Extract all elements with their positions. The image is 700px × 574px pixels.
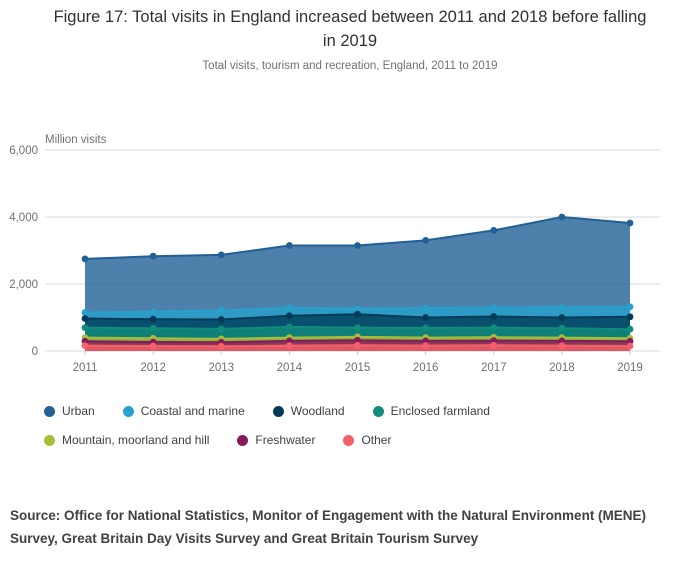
point-coastal-and-marine-2013	[217, 307, 225, 314]
y-tick-label: 0	[32, 346, 38, 358]
point-coastal-and-marine-2011	[81, 309, 89, 316]
legend-label-other: Other	[361, 433, 392, 447]
point-other-2011	[81, 342, 89, 349]
point-coastal-and-marine-2015	[354, 305, 361, 313]
point-woodland-2012	[149, 315, 157, 323]
x-tick-label: 2019	[617, 362, 643, 374]
legend-item-enclosed-farmland: Enclosed farmland	[372, 404, 490, 418]
point-urban-2015	[354, 242, 361, 249]
y-axis-unit-label: Million visits	[45, 134, 107, 146]
legend-swatch-freshwater	[237, 434, 249, 446]
point-woodland-2015	[354, 310, 361, 318]
legend-swatch-coastal-and-marine	[122, 405, 134, 417]
point-enclosed-farmland-2011	[81, 324, 89, 331]
legend-label-freshwater: Freshwater	[255, 433, 316, 447]
point-urban-2012	[149, 252, 157, 260]
point-enclosed-farmland-2019	[626, 325, 634, 333]
point-urban-2014	[285, 242, 293, 249]
point-urban-2019	[626, 219, 634, 227]
point-enclosed-farmland-2015	[354, 324, 361, 331]
x-tick-label: 2013	[208, 362, 234, 374]
legend-swatch-urban	[44, 405, 55, 417]
legend-item-coastal-and-marine: Coastal and marine	[122, 404, 245, 418]
legend-item-urban: Urban	[44, 404, 95, 418]
point-freshwater-2016	[422, 337, 430, 345]
point-woodland-2014	[285, 312, 293, 320]
legend-item-woodland: Woodland	[272, 404, 345, 418]
legend-swatch-enclosed-farmland	[372, 405, 384, 417]
point-woodland-2017	[490, 313, 498, 320]
legend-label-coastal-and-marine: Coastal and marine	[140, 404, 245, 418]
point-woodland-2013	[217, 316, 225, 323]
point-freshwater-2014	[285, 337, 293, 345]
point-woodland-2016	[422, 314, 430, 321]
point-urban-2018	[558, 213, 566, 221]
point-other-2013	[217, 342, 225, 350]
point-coastal-and-marine-2017	[490, 304, 498, 311]
x-tick-label: 2017	[481, 362, 507, 374]
point-other-2015	[354, 341, 361, 349]
point-coastal-and-marine-2012	[149, 308, 157, 315]
point-other-2017	[490, 341, 498, 349]
point-coastal-and-marine-2019	[626, 303, 634, 311]
point-other-2014	[285, 342, 293, 349]
y-tick-label: 2,000	[9, 279, 38, 291]
legend-swatch-other	[343, 434, 355, 446]
legend-item-mountain-moorland-and-hill: Mountain, moorland and hill	[44, 433, 209, 447]
point-other-2019	[626, 342, 634, 350]
point-other-2016	[422, 342, 430, 349]
x-tick-label: 2018	[549, 362, 575, 374]
point-woodland-2019	[626, 313, 634, 321]
point-urban-2011	[81, 255, 89, 263]
point-enclosed-farmland-2013	[217, 325, 225, 333]
legend-swatch-mountain-moorland-and-hill	[44, 434, 55, 446]
point-freshwater-2019	[626, 337, 634, 345]
series-other	[81, 341, 634, 351]
point-enclosed-farmland-2012	[149, 324, 157, 332]
point-urban-2017	[490, 227, 498, 234]
x-tick-label: 2011	[73, 362, 98, 374]
x-tick-label: 2015	[345, 362, 371, 374]
legend-label-woodland: Woodland	[290, 404, 345, 418]
point-enclosed-farmland-2016	[422, 324, 430, 332]
point-coastal-and-marine-2018	[558, 303, 566, 311]
point-freshwater-2015	[354, 336, 361, 344]
legend-label-mountain-moorland-and-hill: Mountain, moorland and hill	[62, 433, 210, 447]
point-other-2018	[558, 342, 566, 349]
x-tick-label: 2014	[277, 362, 303, 374]
point-enclosed-farmland-2014	[285, 323, 293, 331]
point-other-2012	[149, 342, 157, 350]
legend-label-enclosed-farmland: Enclosed farmland	[390, 404, 490, 418]
x-axis: 2011 2012 2013 2014 2015 2016 2017 2018 2019	[73, 351, 643, 374]
point-enclosed-farmland-2017	[490, 324, 498, 331]
legend-item-other: Other	[343, 433, 391, 447]
point-freshwater-2017	[490, 337, 498, 344]
legend-item-freshwater: Freshwater	[237, 433, 315, 447]
legend-label-urban: Urban	[62, 404, 95, 418]
y-tick-label: 6,000	[9, 145, 38, 157]
chart-legend: Urban Coastal and marine Woodland Enclosed …	[44, 404, 624, 447]
point-woodland-2011	[81, 315, 89, 322]
y-tick-label: 4,000	[9, 212, 38, 224]
point-urban-2016	[422, 237, 430, 244]
source-text: Source: Office for National Statistics, …	[10, 508, 647, 546]
point-coastal-and-marine-2014	[285, 304, 293, 312]
point-woodland-2018	[558, 314, 566, 321]
point-coastal-and-marine-2016	[422, 304, 430, 312]
x-tick-label: 2012	[140, 362, 166, 374]
point-freshwater-2018	[558, 337, 566, 345]
point-enclosed-farmland-2018	[558, 324, 566, 332]
legend-swatch-woodland	[272, 405, 284, 417]
chart-title: Figure 17: Total visits in England incre…	[53, 8, 647, 50]
x-tick-label: 2016	[413, 362, 439, 374]
point-urban-2013	[217, 251, 225, 259]
chart-subtitle: Total visits, tourism and recreation, En…	[202, 60, 498, 72]
